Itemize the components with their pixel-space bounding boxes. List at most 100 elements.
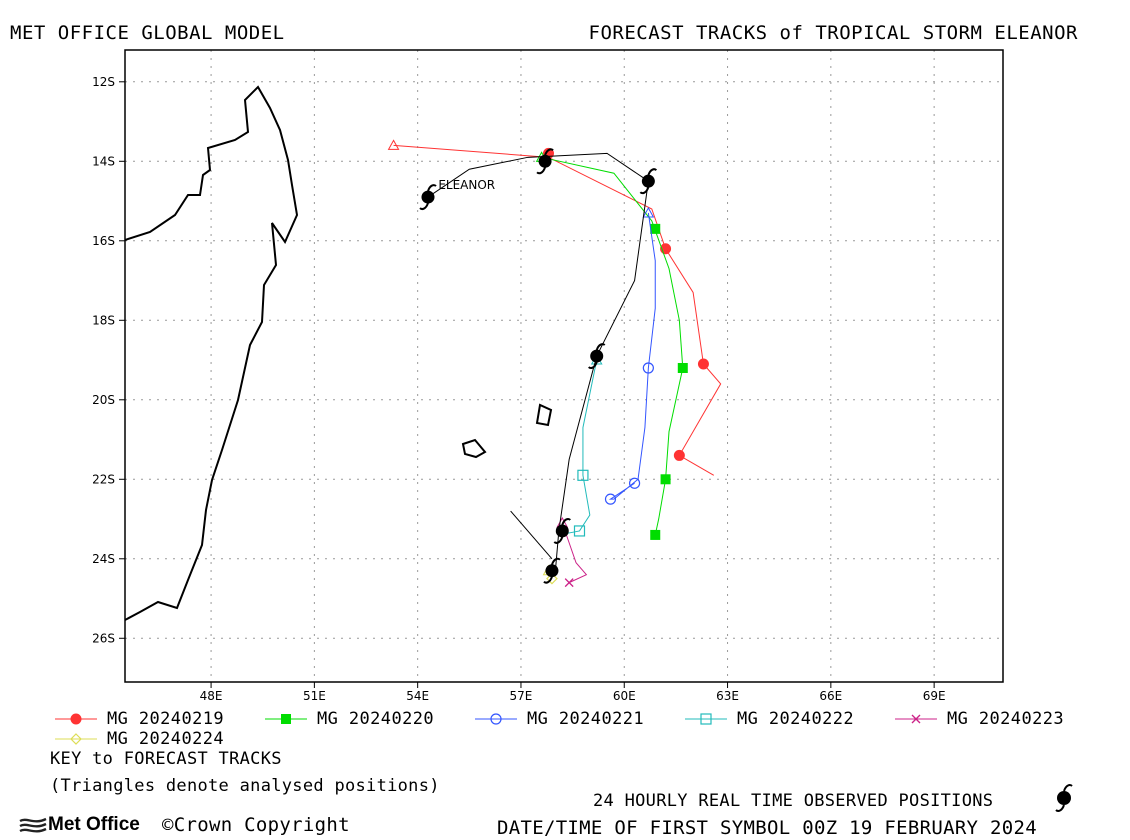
track-marker-1-1-shape bbox=[677, 362, 688, 373]
tropical-cyclone-icon bbox=[536, 148, 554, 175]
y-tick-label: 18S bbox=[92, 313, 115, 327]
y-tick-label: 14S bbox=[92, 154, 115, 168]
track-marker-2-0-shape bbox=[642, 362, 654, 374]
track-marker-1-0 bbox=[650, 223, 661, 234]
cyclone-core bbox=[538, 154, 552, 168]
track-marker-1-1 bbox=[677, 362, 688, 373]
track-line-1 bbox=[541, 156, 684, 536]
madagascar-coastline bbox=[124, 85, 299, 621]
track-marker-0-2-shape bbox=[697, 358, 709, 370]
x-tick-label: 57E bbox=[510, 689, 533, 700]
cyclone-arm bbox=[536, 166, 547, 175]
cyclone-arm bbox=[419, 202, 429, 210]
cyclone-arm bbox=[544, 148, 554, 156]
track-marker-3-0 bbox=[577, 469, 589, 481]
left-title: MET OFFICE GLOBAL MODEL bbox=[10, 22, 285, 44]
track-marker-0-3-shape bbox=[673, 449, 685, 461]
cyclone-arm bbox=[551, 557, 561, 566]
coastline bbox=[124, 85, 553, 621]
legend-swatch bbox=[55, 733, 97, 745]
right-title: FORECAST TRACKS of TROPICAL STORM ELEANO… bbox=[588, 22, 1078, 44]
legend-marker bbox=[490, 713, 502, 725]
track-marker-2-0 bbox=[642, 362, 654, 374]
track-line-0 bbox=[393, 144, 722, 476]
legend-swatch bbox=[265, 714, 307, 724]
key-title: KEY to FORECAST TRACKS bbox=[50, 749, 282, 769]
legend-marker bbox=[281, 714, 291, 724]
track-marker-1-0-shape bbox=[650, 223, 661, 234]
legend-label: MG 20240220 bbox=[317, 709, 434, 729]
legend-marker-shape bbox=[281, 714, 291, 724]
copyright-icon: © bbox=[162, 814, 174, 836]
track-marker-5-0-shape bbox=[546, 572, 558, 585]
tropical-cyclone-icon bbox=[639, 168, 658, 195]
track-marker-4-0 bbox=[564, 578, 574, 588]
observed-track-tail bbox=[510, 510, 553, 560]
observed-track-line bbox=[427, 152, 649, 571]
tropical-cyclone-icon bbox=[588, 343, 606, 369]
y-tick-labels: 12S 14S 16S 18S 20S 22S 24S 26S bbox=[92, 75, 115, 645]
cyclone-arm bbox=[595, 343, 606, 351]
track-marker-0-2 bbox=[697, 358, 709, 370]
y-tick-label: 26S bbox=[92, 631, 115, 645]
y-tick-label: 24S bbox=[92, 552, 115, 566]
legend-marker-shape bbox=[70, 733, 82, 745]
y-tick-label: 20S bbox=[92, 393, 115, 407]
tropical-cyclone-icon bbox=[1055, 784, 1073, 812]
cyclone-core bbox=[421, 190, 435, 204]
reunion-island bbox=[461, 438, 487, 459]
x-tick-label: 60E bbox=[613, 689, 636, 700]
track-marker-3-1-shape bbox=[573, 525, 586, 537]
legend-label: MG 20240221 bbox=[527, 709, 644, 729]
legend-item: MG 20240220 bbox=[265, 709, 434, 729]
datetime-note: DATE/TIME OF FIRST SYMBOL 00Z 19 FEBRUAR… bbox=[497, 817, 1037, 839]
storm-label: ELEANOR bbox=[438, 178, 495, 192]
legend-label: MG 20240224 bbox=[107, 729, 224, 749]
track-marker-5-0 bbox=[546, 572, 558, 585]
track-line-2 bbox=[608, 212, 656, 500]
legend-marker bbox=[700, 713, 712, 725]
track-line-3 bbox=[558, 359, 598, 536]
legend-label: MG 20240219 bbox=[107, 709, 224, 729]
forecast-tracks bbox=[387, 139, 722, 588]
copyright: ©Crown Copyright bbox=[162, 814, 350, 836]
legend-item: MG 20240222 bbox=[685, 709, 854, 729]
legend-marker-shape bbox=[70, 713, 82, 725]
cyclone-arm bbox=[427, 184, 437, 192]
track-marker-2-1 bbox=[628, 477, 641, 489]
cyclone-arm bbox=[639, 186, 650, 195]
track-marker-0-3 bbox=[673, 449, 685, 461]
cyclone-core bbox=[555, 524, 569, 538]
cyclone-arm bbox=[647, 168, 658, 176]
cyclone-arm bbox=[553, 536, 564, 544]
observed-positions-note: 24 HOURLY REAL TIME OBSERVED POSITIONS bbox=[593, 791, 994, 811]
legend-item: MG 20240221 bbox=[475, 709, 644, 729]
legend-swatch bbox=[55, 713, 97, 725]
met-office-logo: Met Office bbox=[18, 814, 140, 836]
analysed-triangle-0 bbox=[387, 139, 400, 150]
track-line-4 bbox=[561, 522, 588, 584]
y-tick-label: 16S bbox=[92, 234, 115, 248]
y-tick-label: 12S bbox=[92, 75, 115, 89]
analysed-triangle-2-shape bbox=[642, 206, 655, 218]
cyclone-arm bbox=[588, 361, 598, 369]
mauritius-island bbox=[535, 403, 553, 427]
tropical-cyclone-icon bbox=[543, 557, 561, 584]
legend-swatch bbox=[895, 714, 937, 724]
track-marker-1-3-shape bbox=[650, 529, 661, 540]
legend-label: MG 20240223 bbox=[947, 709, 1064, 729]
legend-marker bbox=[911, 714, 921, 724]
copyright-text: Crown Copyright bbox=[173, 814, 350, 836]
x-tick-label: 69E bbox=[923, 689, 946, 700]
x-tick-label: 54E bbox=[406, 689, 429, 700]
analysed-triangle-2 bbox=[642, 206, 655, 218]
track-marker-3-1 bbox=[573, 525, 586, 537]
legend-item: MG 20240223 bbox=[895, 709, 1064, 729]
x-tick-label: 51E bbox=[303, 689, 326, 700]
track-marker-2-2-shape bbox=[604, 493, 617, 505]
track-marker-1-3 bbox=[650, 529, 661, 540]
forecast-track-map: 48E 51E 54E 57E 60E 63E 66E 69E 12S 14S 16S 18S 20S… bbox=[92, 49, 1004, 700]
legend-swatch bbox=[475, 713, 517, 725]
x-tick-label: 63E bbox=[716, 689, 739, 700]
legend-label: MG 20240222 bbox=[737, 709, 854, 729]
